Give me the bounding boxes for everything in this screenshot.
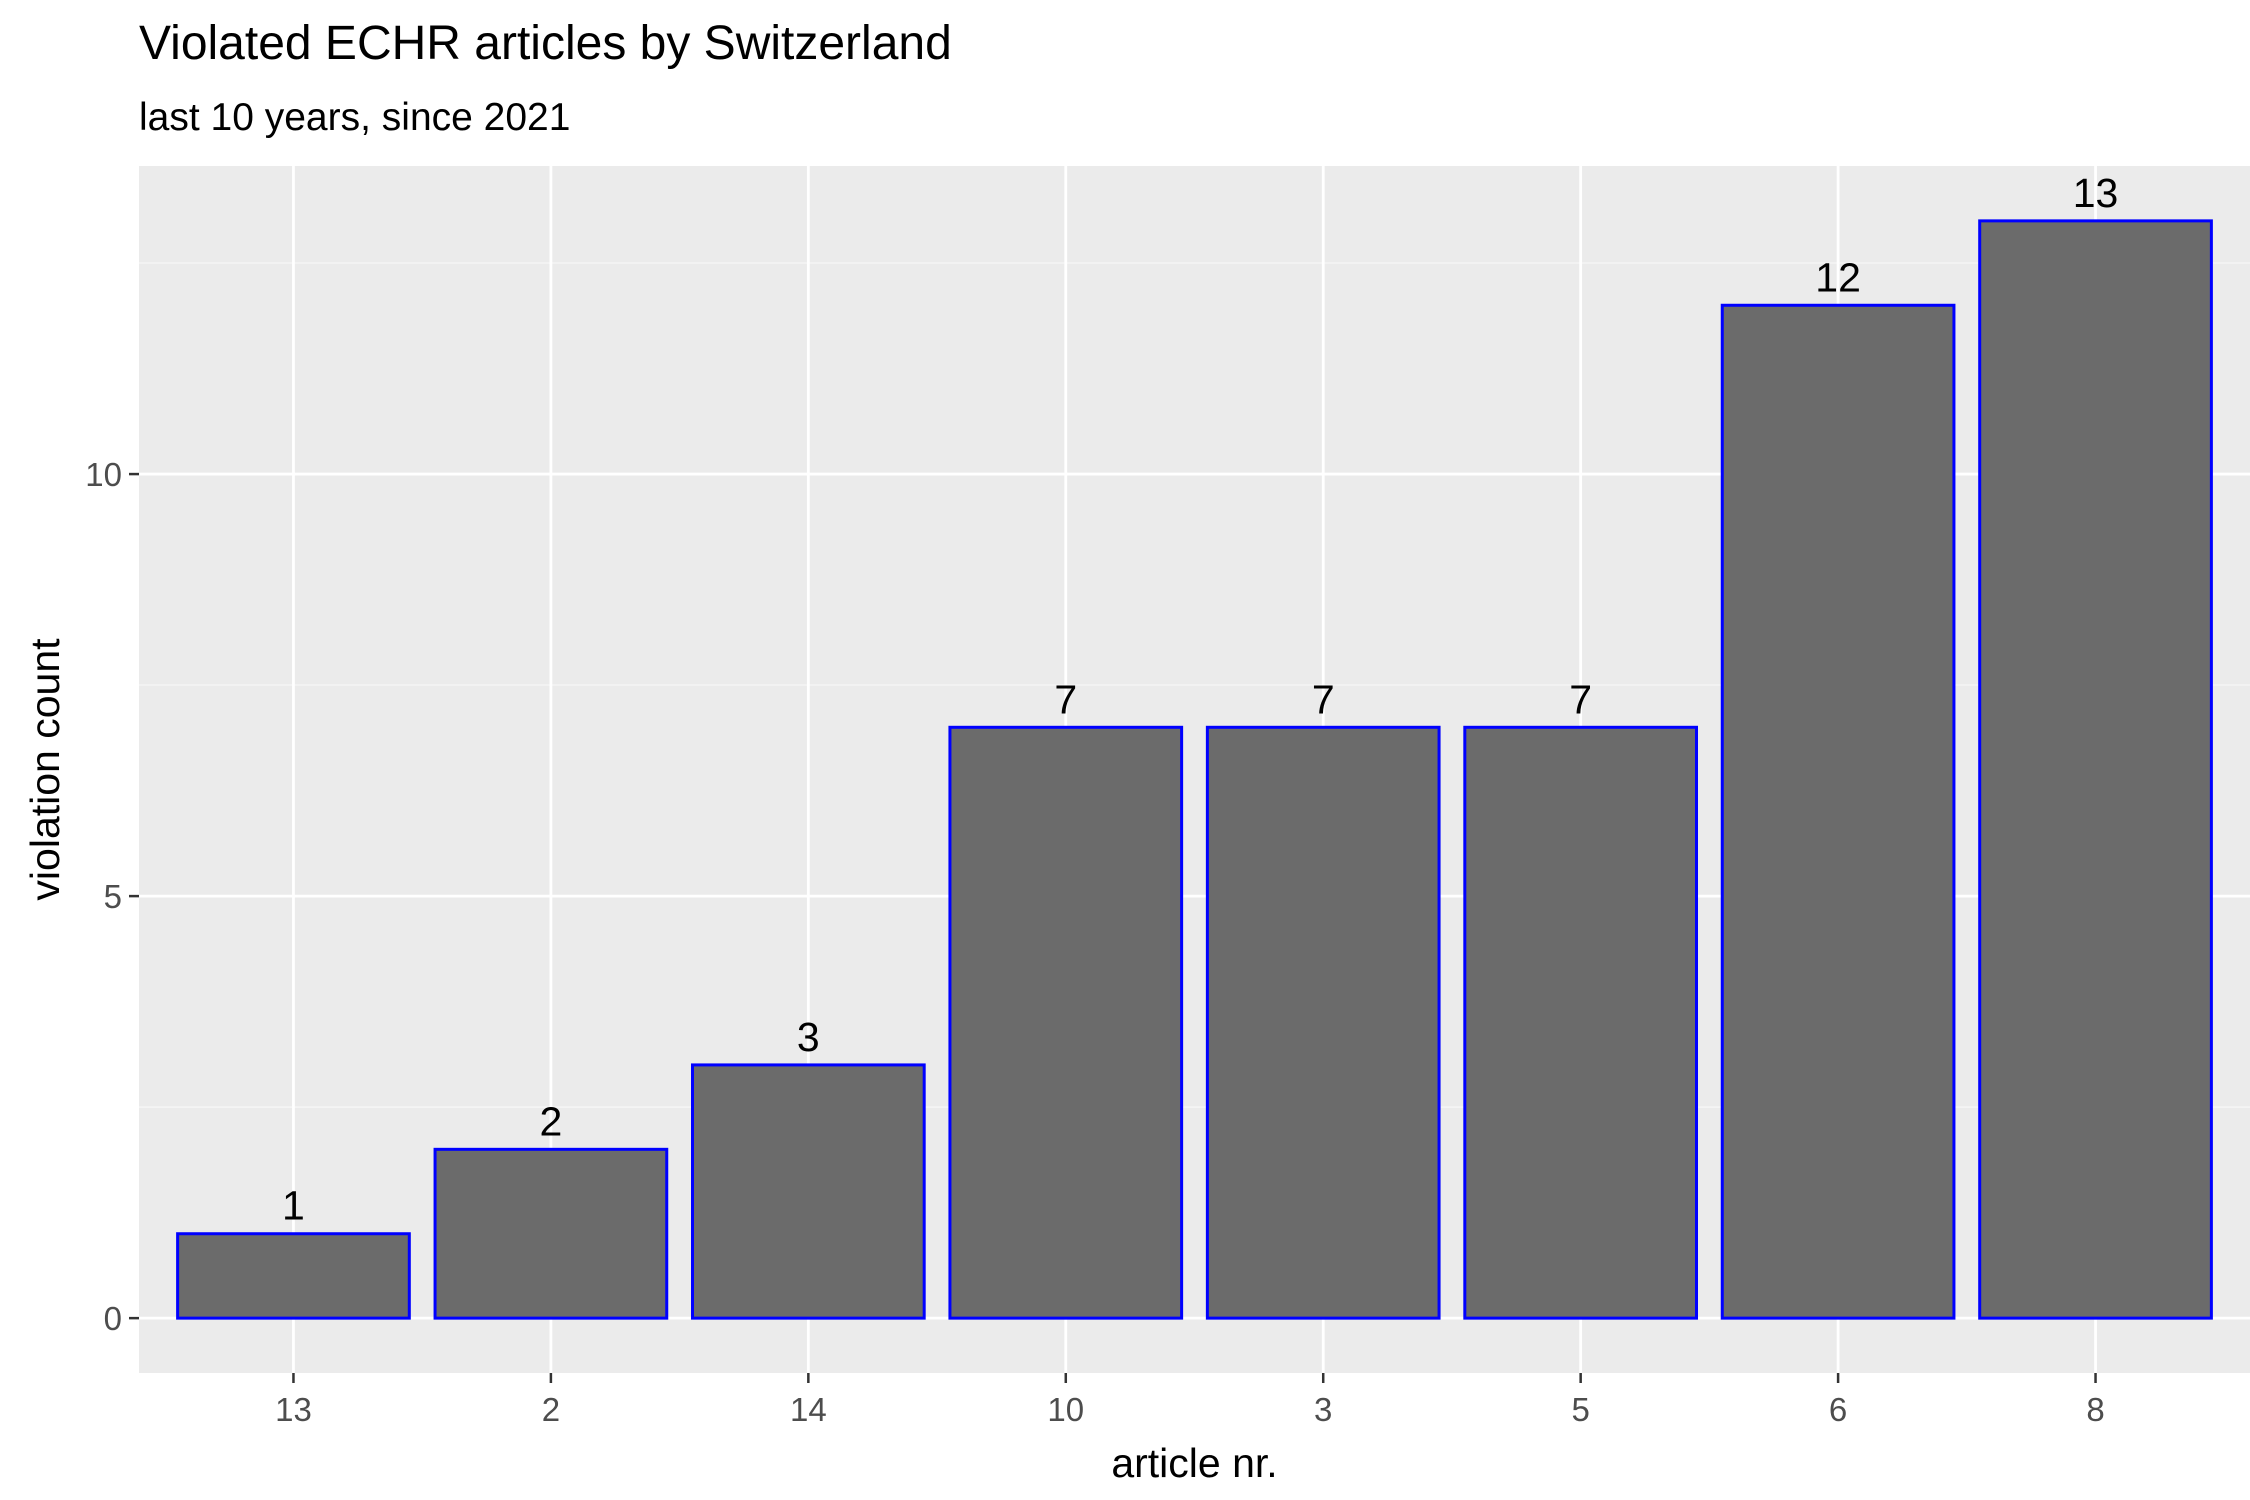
value-label: 3 (797, 1014, 820, 1060)
value-label: 1 (282, 1183, 305, 1229)
value-label: 13 (2073, 170, 2119, 216)
value-label: 7 (1312, 676, 1335, 722)
x-tick-label: 2 (542, 1391, 560, 1428)
x-tick-label: 6 (1829, 1391, 1847, 1428)
y-tick-label: 10 (85, 456, 122, 493)
value-label: 7 (1569, 676, 1592, 722)
x-tick-label: 13 (275, 1391, 312, 1428)
bar-article-14 (690, 1063, 926, 1320)
x-tick-label: 8 (2086, 1391, 2104, 1428)
y-tick-label: 0 (104, 1300, 122, 1337)
bar-article-3 (1205, 725, 1441, 1320)
value-label: 12 (1815, 254, 1861, 300)
bar-article-6 (1720, 303, 1956, 1320)
x-tick-label: 14 (790, 1391, 827, 1428)
y-axis-title: violation count (22, 638, 68, 901)
value-label: 2 (539, 1098, 562, 1144)
bar-article-8 (1978, 219, 2213, 1320)
x-axis: 13 2 14 10 3 5 6 8 (275, 1373, 2105, 1428)
bar-article-10 (948, 725, 1184, 1320)
bar-article-2 (433, 1147, 669, 1320)
y-tick-label: 5 (104, 878, 122, 915)
chart-subtitle: last 10 years, since 2021 (139, 96, 570, 139)
x-axis-title: article nr. (1111, 1440, 1277, 1486)
x-tick-label: 10 (1047, 1391, 1084, 1428)
y-axis: 0 5 10 (85, 456, 139, 1337)
bars (176, 219, 2213, 1320)
chart-title: Violated ECHR articles by Switzerland (139, 17, 952, 70)
value-label: 7 (1054, 676, 1077, 722)
bar-article-13 (176, 1232, 411, 1320)
x-tick-label: 5 (1571, 1391, 1589, 1428)
x-tick-label: 3 (1314, 1391, 1332, 1428)
bar-article-5 (1463, 725, 1699, 1320)
